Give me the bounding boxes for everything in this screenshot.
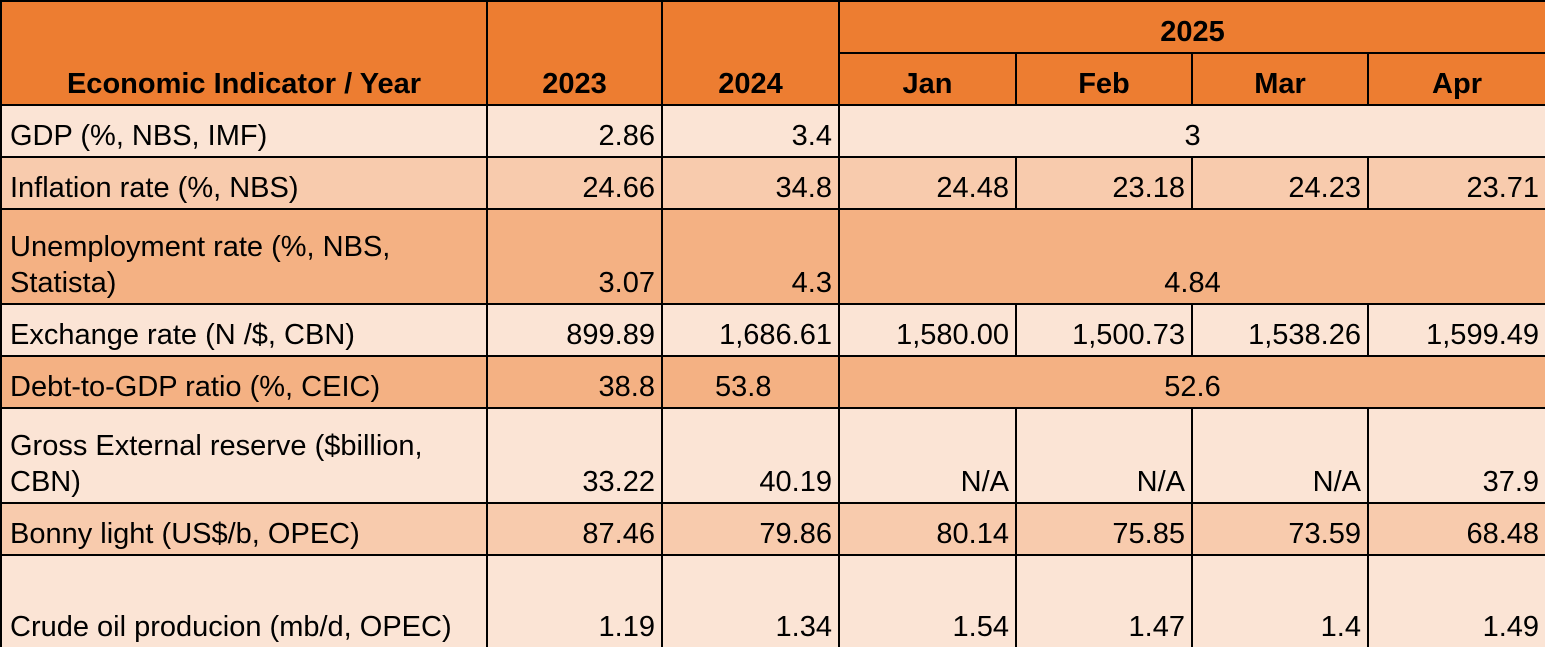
cell-gdp-2025: 3 (837, 104, 1545, 158)
cell-exchange-2024: 1,686.61 (661, 303, 840, 357)
row-label-gdp: GDP (%, NBS, IMF) (0, 104, 488, 158)
cell-reserve-2024: 40.19 (661, 407, 840, 504)
cell-bonny-mar: 73.59 (1191, 502, 1369, 556)
cell-bonny-2024: 79.86 (661, 502, 840, 556)
cell-inflation-apr: 23.71 (1366, 156, 1545, 210)
table-row-external-reserve: Gross External reserve ($billion, CBN) 3… (0, 407, 1545, 504)
cell-inflation-jan: 24.48 (838, 156, 1017, 210)
row-label-bonny-light: Bonny light (US$/b, OPEC) (0, 502, 488, 556)
cell-reserve-apr: 37.9 (1366, 407, 1545, 504)
header-year-2025: 2025 (837, 0, 1545, 54)
cell-reserve-mar: N/A (1191, 407, 1369, 504)
table-body: GDP (%, NBS, IMF) 2.86 3.4 3 Inflation r… (0, 104, 1545, 647)
cell-debt-2024: 53.8 (661, 355, 840, 409)
cell-crude-mar: 1.4 (1191, 554, 1369, 647)
cell-gdp-2024: 3.4 (661, 104, 840, 158)
cell-exchange-feb: 1,500.73 (1015, 303, 1193, 357)
table-row-inflation: Inflation rate (%, NBS) 24.66 34.8 24.48… (0, 156, 1545, 210)
cell-gdp-2023: 2.86 (486, 104, 663, 158)
header-year-2024: 2024 (661, 0, 840, 106)
cell-unemployment-2024: 4.3 (661, 208, 840, 305)
cell-exchange-mar: 1,538.26 (1191, 303, 1369, 357)
cell-exchange-apr: 1,599.49 (1366, 303, 1545, 357)
cell-crude-2023: 1.19 (486, 554, 663, 647)
table-row-unemployment: Unemployment rate (%, NBS, Statista) 3.0… (0, 208, 1545, 305)
cell-unemployment-2023: 3.07 (486, 208, 663, 305)
header-month-apr: Apr (1366, 52, 1545, 106)
cell-inflation-mar: 24.23 (1191, 156, 1369, 210)
cell-crude-jan: 1.54 (838, 554, 1017, 647)
row-label-external-reserve: Gross External reserve ($billion, CBN) (0, 407, 488, 504)
row-label-inflation: Inflation rate (%, NBS) (0, 156, 488, 210)
cell-bonny-2023: 87.46 (486, 502, 663, 556)
cell-debt-2023: 38.8 (486, 355, 663, 409)
header-month-feb: Feb (1015, 52, 1193, 106)
table-row-debt-to-gdp: Debt-to-GDP ratio (%, CEIC) 38.8 53.8 52… (0, 355, 1545, 409)
row-label-crude-oil: Crude oil producion (mb/d, OPEC) (0, 554, 488, 647)
header-indicator-year: Economic Indicator / Year (0, 0, 488, 106)
cell-bonny-feb: 75.85 (1015, 502, 1193, 556)
cell-inflation-feb: 23.18 (1015, 156, 1193, 210)
cell-bonny-jan: 80.14 (838, 502, 1017, 556)
cell-exchange-jan: 1,580.00 (838, 303, 1017, 357)
row-label-debt-to-gdp: Debt-to-GDP ratio (%, CEIC) (0, 355, 488, 409)
cell-bonny-apr: 68.48 (1366, 502, 1545, 556)
cell-inflation-2024: 34.8 (661, 156, 840, 210)
cell-unemployment-2025: 4.84 (837, 208, 1545, 305)
cell-reserve-jan: N/A (838, 407, 1017, 504)
table-row-bonny-light: Bonny light (US$/b, OPEC) 87.46 79.86 80… (0, 502, 1545, 556)
cell-inflation-2023: 24.66 (486, 156, 663, 210)
table-header: Economic Indicator / Year 2023 2024 2025… (0, 0, 1545, 106)
header-year-2023: 2023 (486, 0, 663, 106)
row-label-unemployment: Unemployment rate (%, NBS, Statista) (0, 208, 488, 305)
cell-reserve-2023: 33.22 (486, 407, 663, 504)
cell-exchange-2023: 899.89 (486, 303, 663, 357)
header-month-jan: Jan (838, 52, 1017, 106)
table-row-crude-oil: Crude oil producion (mb/d, OPEC) 1.19 1.… (0, 554, 1545, 647)
cell-debt-2025: 52.6 (837, 355, 1545, 409)
table-row-gdp: GDP (%, NBS, IMF) 2.86 3.4 3 (0, 104, 1545, 158)
header-month-mar: Mar (1191, 52, 1369, 106)
cell-crude-feb: 1.47 (1015, 554, 1193, 647)
cell-crude-2024: 1.34 (661, 554, 840, 647)
row-label-exchange-rate: Exchange rate (N /$, CBN) (0, 303, 488, 357)
table-row-exchange-rate: Exchange rate (N /$, CBN) 899.89 1,686.6… (0, 303, 1545, 357)
cell-reserve-feb: N/A (1015, 407, 1193, 504)
cell-crude-apr: 1.49 (1366, 554, 1545, 647)
